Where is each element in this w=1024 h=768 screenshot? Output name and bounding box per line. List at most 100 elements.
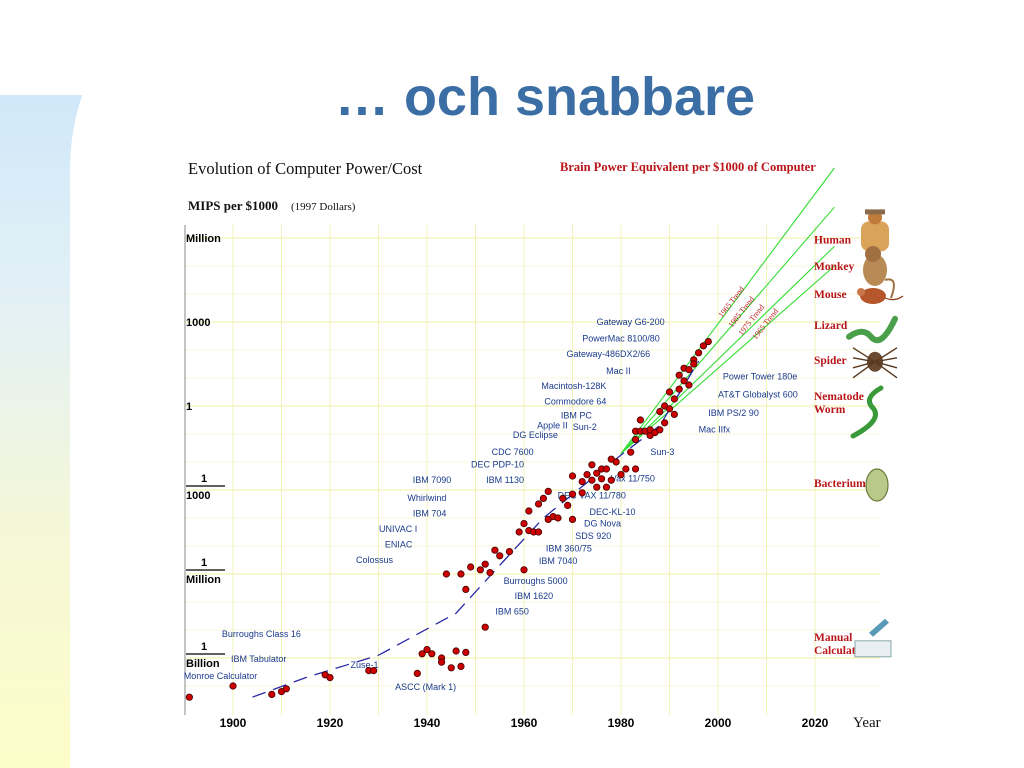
trend-curve [252, 360, 700, 698]
machine-label: IBM 360/75 [546, 544, 592, 554]
hand-writing-icon [854, 618, 892, 658]
x-tick-label: 2020 [802, 716, 829, 730]
trend-line [620, 265, 835, 455]
data-point [665, 405, 674, 413]
machine-label: SDS 920 [575, 531, 611, 541]
chart-title: Evolution of Computer Power/Cost [188, 159, 423, 178]
mouse-icon [857, 288, 904, 304]
machine-label: IBM 7090 [413, 475, 452, 485]
data-point [699, 342, 708, 350]
machine-label: Macintosh-128K [541, 381, 606, 391]
data-point [656, 407, 664, 416]
machine-label: Whirlwind [407, 493, 446, 503]
machine-label: IBM 650 [495, 607, 529, 617]
machine-label: ASCC (Mark 1) [395, 682, 456, 692]
data-point [602, 483, 611, 491]
data-point [568, 472, 577, 480]
data-point [656, 426, 664, 434]
machine-label: DEC PDP-10 [471, 460, 524, 470]
data-point [588, 461, 596, 469]
machine-label: DEC-KL-10 [590, 507, 636, 517]
data-point [704, 338, 712, 346]
machine-label: IBM 1130 [486, 475, 524, 485]
chart-panel: Evolution of Computer Power/Cost MIPS per… [170, 140, 910, 745]
machine-label: Gateway G6-200 [597, 317, 665, 327]
data-point [631, 465, 640, 473]
data-point [568, 515, 577, 523]
machine-label: Mac IIfx [699, 425, 731, 435]
data-point [588, 476, 596, 484]
data-point [627, 448, 635, 456]
machine-label: IBM Tabulator [231, 654, 286, 664]
data-point [568, 490, 577, 498]
machine-label: Apple II [537, 420, 568, 430]
data-point [564, 501, 572, 509]
machine-label: DG Eclipse [513, 430, 558, 440]
y-tick-numerator: 1 [201, 473, 207, 485]
data-point [670, 410, 678, 418]
data-point [670, 395, 678, 403]
data-point [447, 664, 455, 672]
machine-label: DG Nova [584, 518, 621, 528]
y-tick-label: 1000 [186, 317, 210, 329]
creature-label: Lizard [814, 320, 848, 332]
machine-label: Gateway-486DX2/66 [567, 349, 651, 359]
data-point [505, 547, 514, 556]
machine-label: UNIVAC I [379, 524, 417, 534]
data-point [467, 563, 475, 571]
data-point [593, 483, 601, 491]
data-point [462, 648, 470, 657]
data-point [622, 465, 630, 473]
data-point [680, 377, 688, 385]
creature-label: Mouse [814, 289, 847, 301]
machine-label: IBM 704 [413, 509, 447, 519]
data-point [534, 500, 543, 508]
data-point [525, 507, 533, 515]
machine-label: IBM PC [561, 411, 593, 421]
data-point [694, 349, 703, 357]
data-point [607, 476, 615, 484]
machine-label: CDC 7600 [492, 447, 534, 457]
creature-label-line2: Worm [814, 404, 846, 416]
data-point [496, 552, 504, 560]
data-point [690, 360, 698, 368]
data-point [418, 650, 426, 658]
data-point [282, 685, 290, 693]
data-point [534, 528, 543, 536]
monkey-icon [863, 246, 895, 299]
chart: Evolution of Computer Power/Cost MIPS per… [184, 159, 904, 731]
data-point [661, 419, 669, 427]
human-icon [861, 209, 889, 252]
machine-label: ENIAC [385, 539, 413, 549]
machine-label: Power Tower 180e [723, 371, 797, 381]
machine-label: PowerMac 8100/80 [582, 334, 660, 344]
data-point [544, 487, 552, 495]
machine-label: Commodore 64 [544, 397, 606, 407]
creature-label: Bacterium [814, 478, 866, 490]
data-point [597, 475, 606, 483]
data-point [481, 560, 489, 568]
data-point [428, 650, 436, 658]
data-point [631, 435, 640, 444]
trend-line [620, 246, 835, 454]
y-tick-numerator: 1 [201, 641, 207, 653]
data-point [578, 489, 586, 497]
data-point [476, 566, 484, 574]
y-tick-label: 1 [186, 401, 192, 413]
machine-label: Zuse-1 [350, 660, 378, 670]
x-axis-label: Year [853, 715, 881, 731]
x-tick-label: 1920 [317, 716, 344, 730]
data-point [326, 673, 334, 682]
data-point [593, 469, 601, 477]
data-point [685, 366, 693, 374]
machine-label: IBM PS/2 90 [708, 408, 759, 418]
worm-icon [850, 385, 884, 439]
data-point [539, 494, 547, 502]
data-point [520, 566, 528, 574]
machine-label: IBM 7040 [539, 556, 578, 566]
data-point [685, 381, 693, 389]
data-point [636, 416, 644, 424]
y-tick-denominator: 1000 [186, 490, 210, 502]
data-point [486, 568, 494, 577]
y-tick-numerator: 1 [201, 557, 207, 569]
